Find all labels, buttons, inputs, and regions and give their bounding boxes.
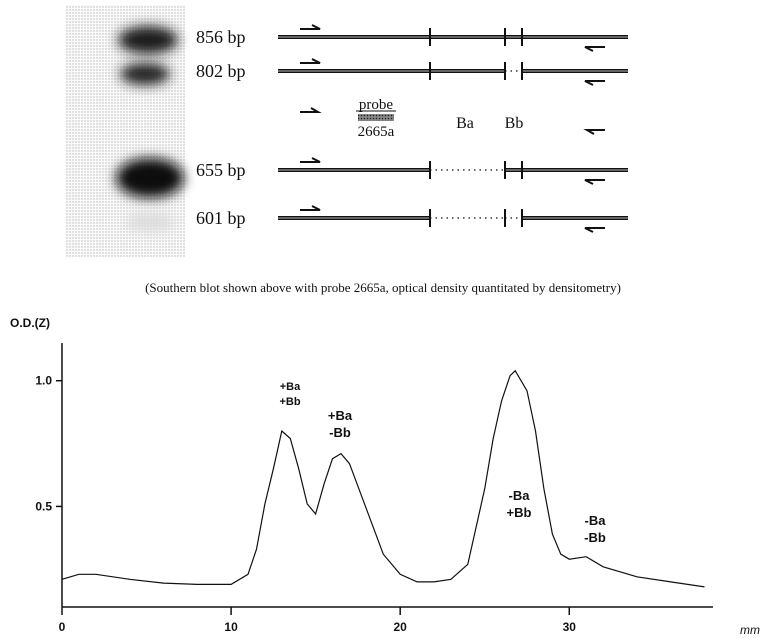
peak-annotation: +Bb bbox=[507, 505, 532, 520]
x-tick-label: 0 bbox=[59, 620, 66, 634]
blot-image bbox=[65, 5, 185, 257]
x-tick-label: 20 bbox=[394, 620, 408, 634]
peak-annotation: -Bb bbox=[329, 425, 351, 440]
band-label: 655 bp bbox=[196, 160, 246, 180]
figure: 856 bp802 bp655 bp601 bpprobe2665aBaBb (… bbox=[0, 0, 764, 638]
y-tick-label: 1.0 bbox=[35, 374, 52, 388]
densitometry-chart: 0 10 20 30 0.5 1.0 O.D.(Z) mm +Ba +Bb +Ba -Bb -Ba +Bb… bbox=[10, 316, 760, 637]
y-tick-label: 0.5 bbox=[35, 499, 52, 513]
primer-reverse bbox=[585, 81, 605, 85]
primer-reverse bbox=[585, 47, 605, 51]
y-axis-label: O.D.(Z) bbox=[10, 316, 50, 330]
primer-reverse bbox=[585, 228, 605, 232]
site-label: Bb bbox=[505, 115, 524, 132]
peak-annotation: +Bb bbox=[279, 396, 300, 408]
peak-annotation: +Ba bbox=[280, 381, 301, 393]
primer-forward bbox=[300, 108, 318, 112]
band-label: 601 bp bbox=[196, 208, 246, 228]
caption: (Southern blot shown above with probe 26… bbox=[145, 280, 621, 295]
peak-annotation: +Ba bbox=[328, 408, 353, 423]
site-label: Ba bbox=[456, 115, 474, 132]
x-tick-label: 30 bbox=[563, 620, 577, 634]
primer-forward bbox=[300, 59, 320, 63]
x-axis-label: mm bbox=[740, 623, 760, 637]
band-label: 802 bp bbox=[196, 61, 246, 81]
peak-annotation: -Bb bbox=[584, 530, 606, 545]
primer-reverse bbox=[587, 130, 605, 134]
band-label: 856 bp bbox=[196, 27, 246, 47]
primer-forward bbox=[300, 158, 320, 162]
primer-reverse bbox=[585, 180, 605, 184]
probe-name: 2665a bbox=[358, 124, 395, 140]
primer-forward bbox=[300, 25, 320, 29]
density-curve bbox=[62, 371, 705, 587]
x-tick-label: 10 bbox=[224, 620, 238, 634]
probe-bar bbox=[358, 114, 394, 121]
primer-forward bbox=[300, 206, 320, 210]
peak-annotation: -Ba bbox=[585, 513, 607, 528]
peak-annotation: -Ba bbox=[509, 488, 531, 503]
